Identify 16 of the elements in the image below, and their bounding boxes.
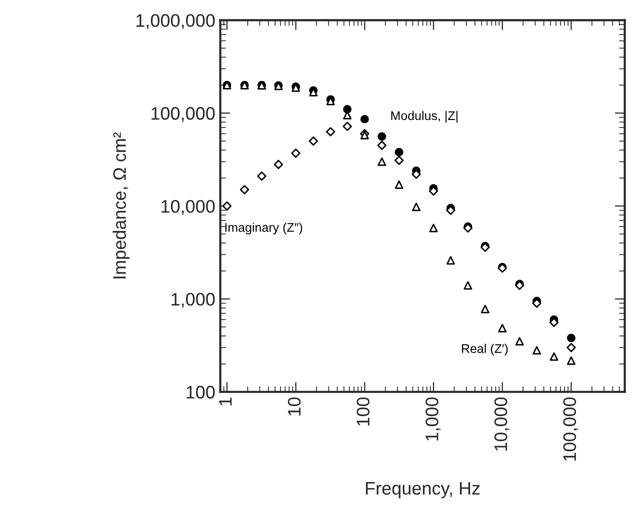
x-tick-label: 100,000	[563, 397, 578, 461]
y-tick-label: 100,000	[152, 107, 215, 122]
y-tick-label: 100	[186, 386, 215, 399]
series-label: Imaginary (Z″)	[225, 222, 302, 234]
x-tick-label: 100	[356, 397, 370, 426]
x-tick-label: 10	[288, 397, 301, 416]
series-label: Real (Z′)	[462, 344, 508, 356]
x-tick-label: 10,000	[494, 397, 510, 451]
y-axis-title: Impedance, Ω cm²	[112, 132, 130, 278]
series-label: Modulus, |Z|	[391, 110, 458, 123]
y-tick-label: 1,000,000	[136, 14, 215, 30]
x-tick-label: 1	[219, 398, 232, 406]
y-tick-label: 10,000	[162, 200, 215, 215]
x-tick-label: 1,000	[426, 397, 440, 441]
x-axis-title: Frequency, Hz	[366, 482, 480, 498]
y-tick-label: 1,000	[172, 292, 215, 308]
